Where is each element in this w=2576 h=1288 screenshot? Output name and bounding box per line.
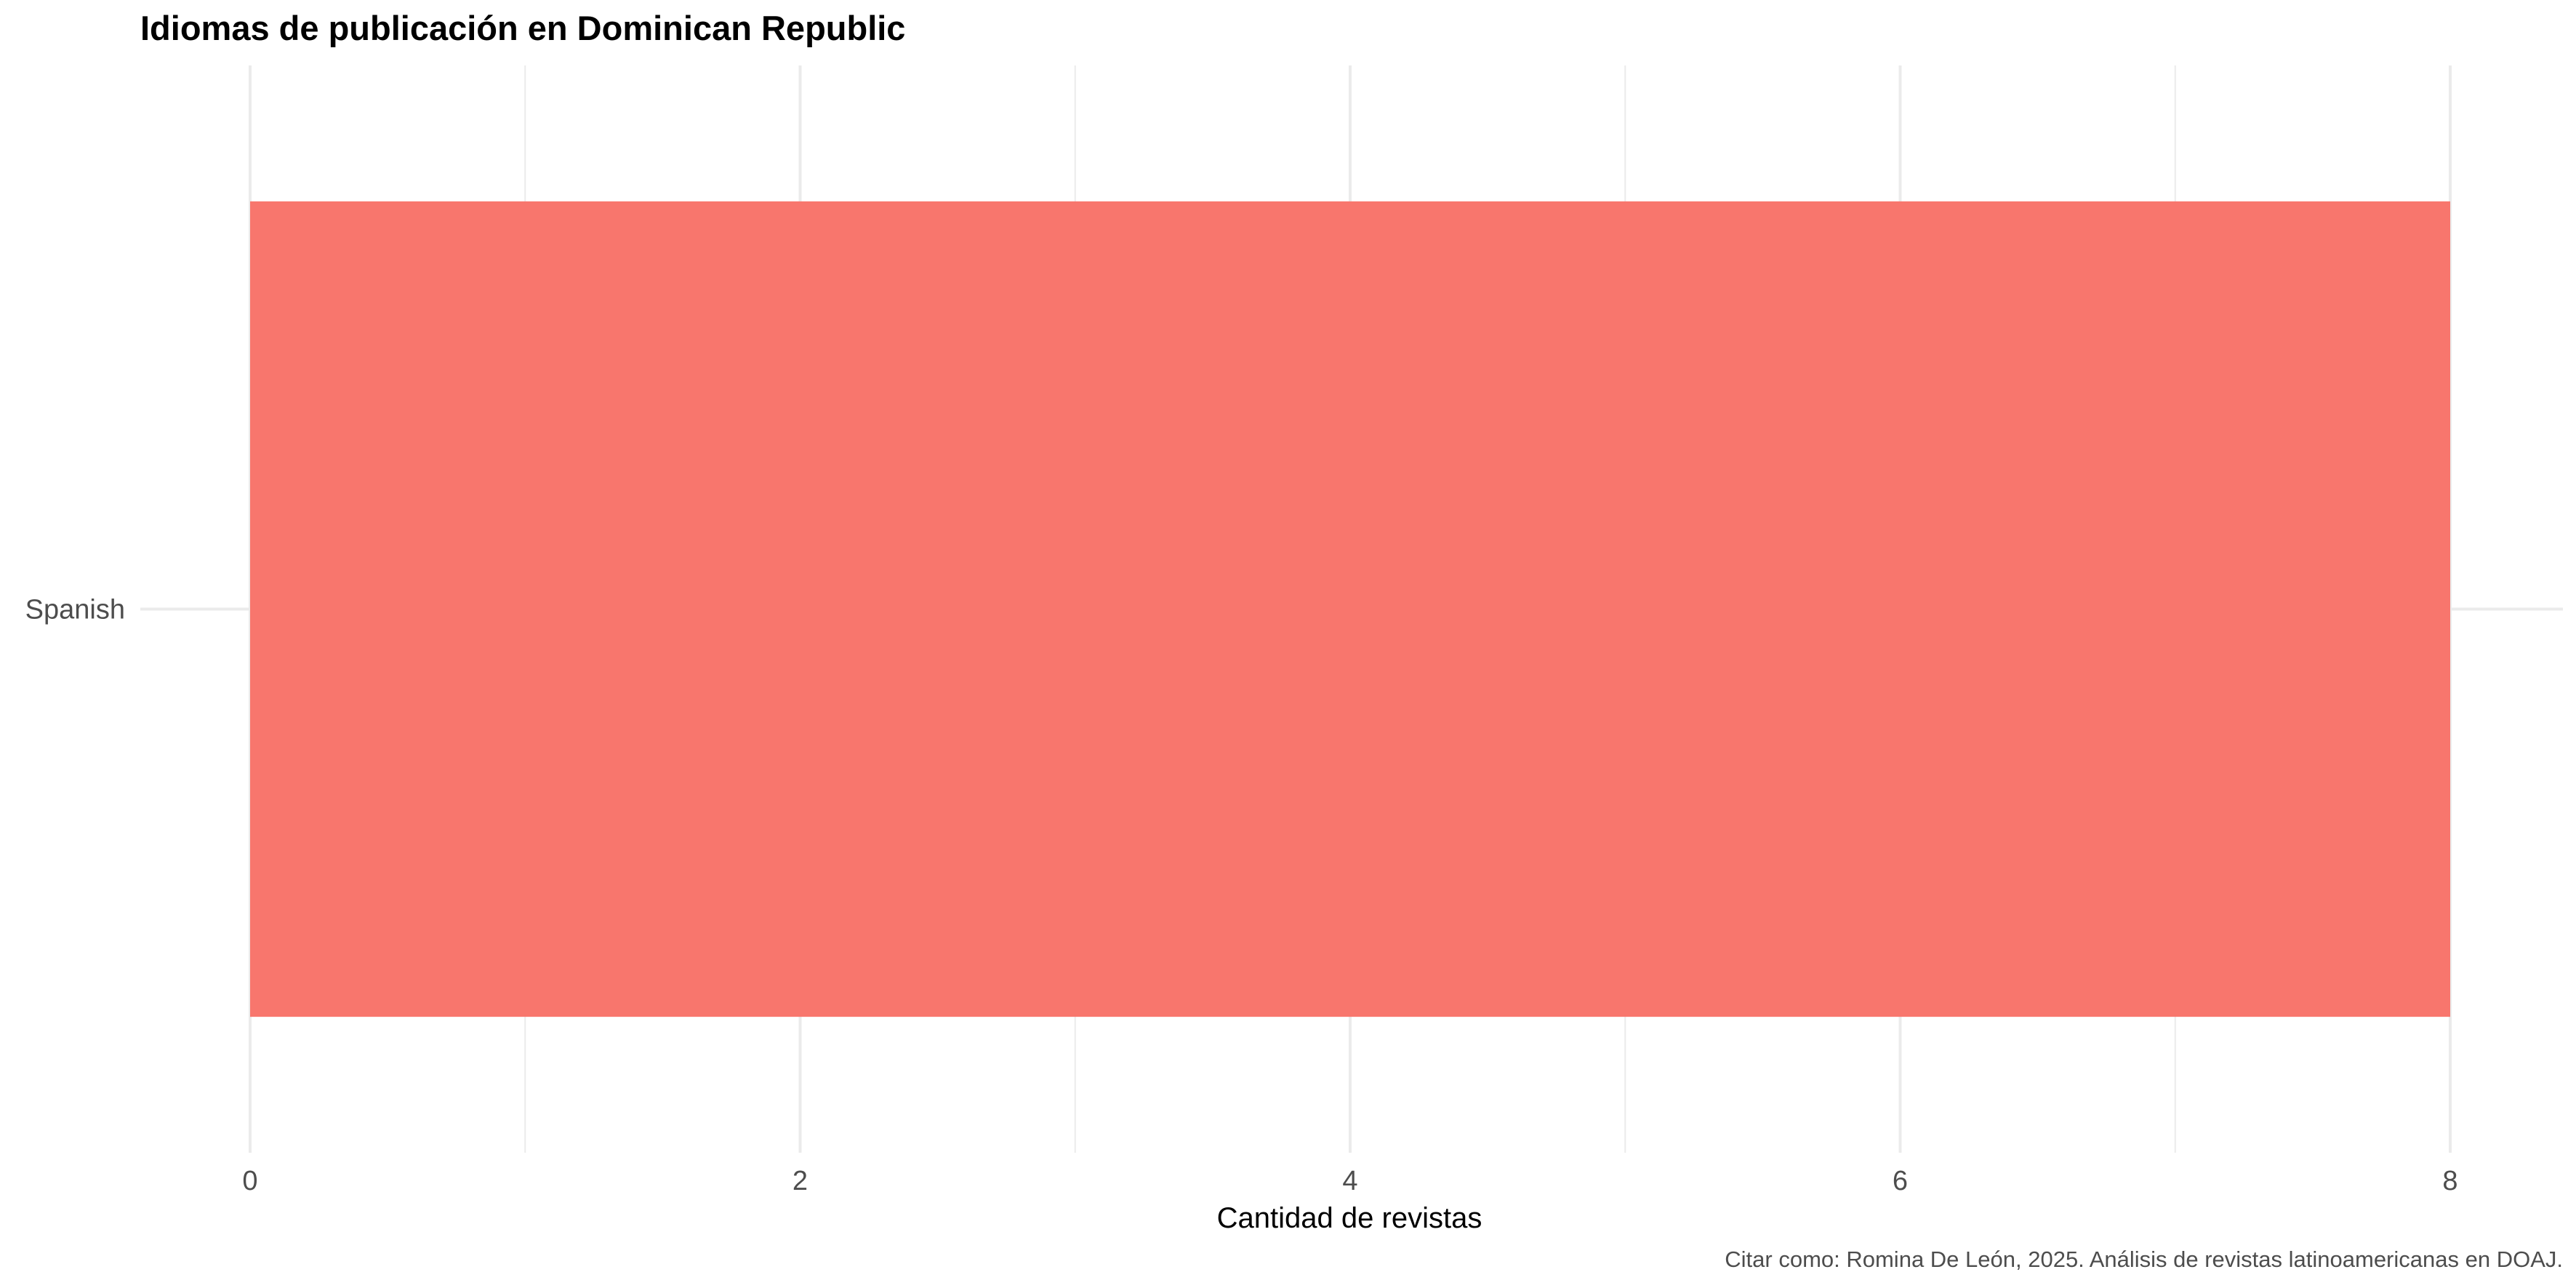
x-tick-label: 6 xyxy=(1893,1166,1908,1196)
x-tick-label: 0 xyxy=(242,1166,257,1196)
x-axis-ticks: 0 2 4 6 8 xyxy=(242,1166,2457,1196)
x-tick-label: 4 xyxy=(1342,1166,1357,1196)
y-axis-ticks: Spanish xyxy=(25,595,125,625)
chart-caption: Citar como: Romina De León, 2025. Anális… xyxy=(1725,1247,2563,1272)
x-tick-label: 2 xyxy=(793,1166,808,1196)
x-axis-title: Cantidad de revistas xyxy=(1217,1202,1482,1234)
x-tick-label: 8 xyxy=(2442,1166,2457,1196)
chart-title: Idiomas de publicación en Dominican Repu… xyxy=(140,9,905,47)
y-tick-label: Spanish xyxy=(25,595,125,625)
bar xyxy=(250,201,2450,1017)
bars xyxy=(250,201,2450,1017)
